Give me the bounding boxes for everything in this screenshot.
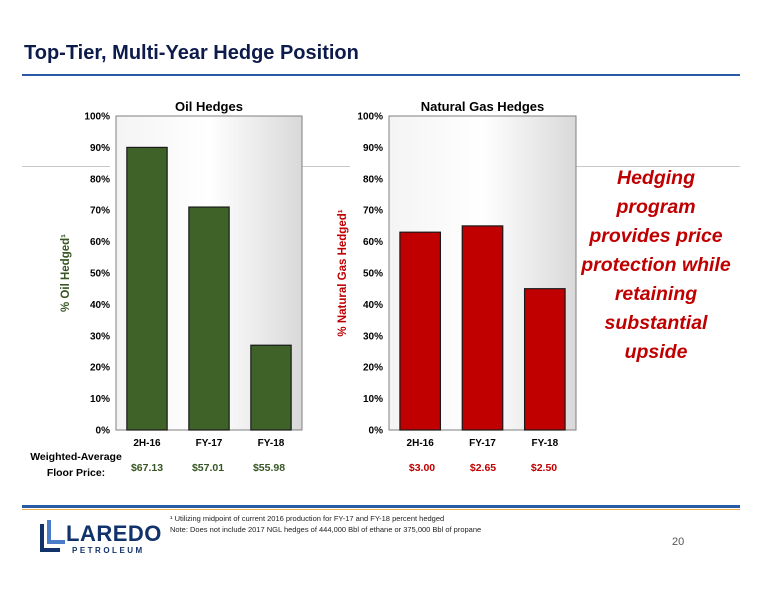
gas-y-tick-50: 50% [363,269,383,280]
hedging-callout: Hedging program provides price protectio… [581,167,731,363]
oil-y-tick-50: 50% [90,269,110,280]
gas-y-tick-90: 90% [363,143,383,154]
oil-y-tick-30: 30% [90,331,110,342]
gas-bar-fy-18 [523,288,566,431]
gas-x-tick-2h-16: 2H-16 [407,438,435,449]
gas-floor-price-fy18: $2.50 [530,462,558,474]
gas-y-tick-60: 60% [363,237,383,248]
oil-y-axis-label: % Oil Hedged¹ [60,234,72,312]
laredo-logo: LAREDO PETROLEUM [40,518,180,558]
oil-y-tick-60: 60% [90,237,110,248]
gas-floor-price-2h16: $3.00 [408,462,436,474]
gas-x-tick-fy-18: FY-18 [531,438,558,449]
footnotes: ¹ Utilizing midpoint of current 2016 pro… [170,513,481,535]
oil-floor-price-fy17: $57.01 [191,462,225,474]
divider-left [22,166,110,167]
page-number: 20 [672,536,685,548]
gas-y-axis-label: % Natural Gas Hedged¹ [337,209,349,336]
gas-y-tick-80: 80% [363,174,383,185]
oil-floor-price-2h16: $67.13 [130,462,164,474]
gas-y-tick-20: 20% [363,363,383,374]
oil-y-tick-100: 100% [84,112,110,123]
oil-y-tick-20: 20% [90,363,110,374]
page-title: Top-Tier, Multi-Year Hedge Position [24,42,359,64]
oil-floor-price-fy18: $55.98 [252,462,286,474]
gas-y-tick-70: 70% [363,206,383,217]
oil-bar-2h-16 [126,146,168,431]
gas-y-tick-40: 40% [363,300,383,311]
divider-mid [300,166,350,167]
natural-gas-hedges-chart: Natural Gas Hedges 0% 10% 20% 30% 40% 50% 60% 70… [337,99,577,449]
logo-wordmark: LAREDO [66,521,162,546]
oil-y-tick-10: 10% [90,394,110,405]
logo-subtext: PETROLEUM [72,546,145,555]
footer-rule [22,505,740,508]
footer-accent-rule [22,509,740,510]
divider-right [572,166,740,167]
oil-y-tick-70: 70% [90,206,110,217]
gas-bar-2h-16 [399,231,442,431]
gas-bar-fy-17 [461,225,504,431]
gas-y-tick-10: 10% [363,394,383,405]
oil-x-tick-2h-16: 2H-16 [133,438,161,449]
gas-x-tick-fy-17: FY-17 [469,438,496,449]
footnote-2: Note: Does not include 2017 NGL hedges o… [170,525,482,534]
title-rule [22,74,740,76]
oil-bar-fy-17 [188,206,230,431]
oil-y-tick-0: 0% [96,426,111,437]
gas-y-tick-30: 30% [363,331,383,342]
oil-chart-title: Oil Hedges [175,99,243,114]
oil-y-tick-80: 80% [90,174,110,185]
oil-hedges-chart: Oil Hedges 0% 10% 20% 30% 40% 50% 60% 70% 80% 90% 1… [60,99,303,449]
footnote-1: ¹ Utilizing midpoint of current 2016 pro… [170,514,445,523]
oil-y-tick-90: 90% [90,143,110,154]
gas-y-tick-100: 100% [357,112,383,123]
oil-x-tick-fy-18: FY-18 [258,438,285,449]
gas-floor-price-fy17: $2.65 [469,462,497,474]
oil-x-tick-fy-17: FY-17 [196,438,223,449]
gas-y-tick-0: 0% [369,426,384,437]
laredo-logo-icon [40,520,65,552]
floor-price-label: Weighted-Average Floor Price: [30,451,122,479]
gas-chart-title: Natural Gas Hedges [421,99,545,114]
oil-y-tick-40: 40% [90,300,110,311]
oil-bar-fy-18 [250,344,292,431]
